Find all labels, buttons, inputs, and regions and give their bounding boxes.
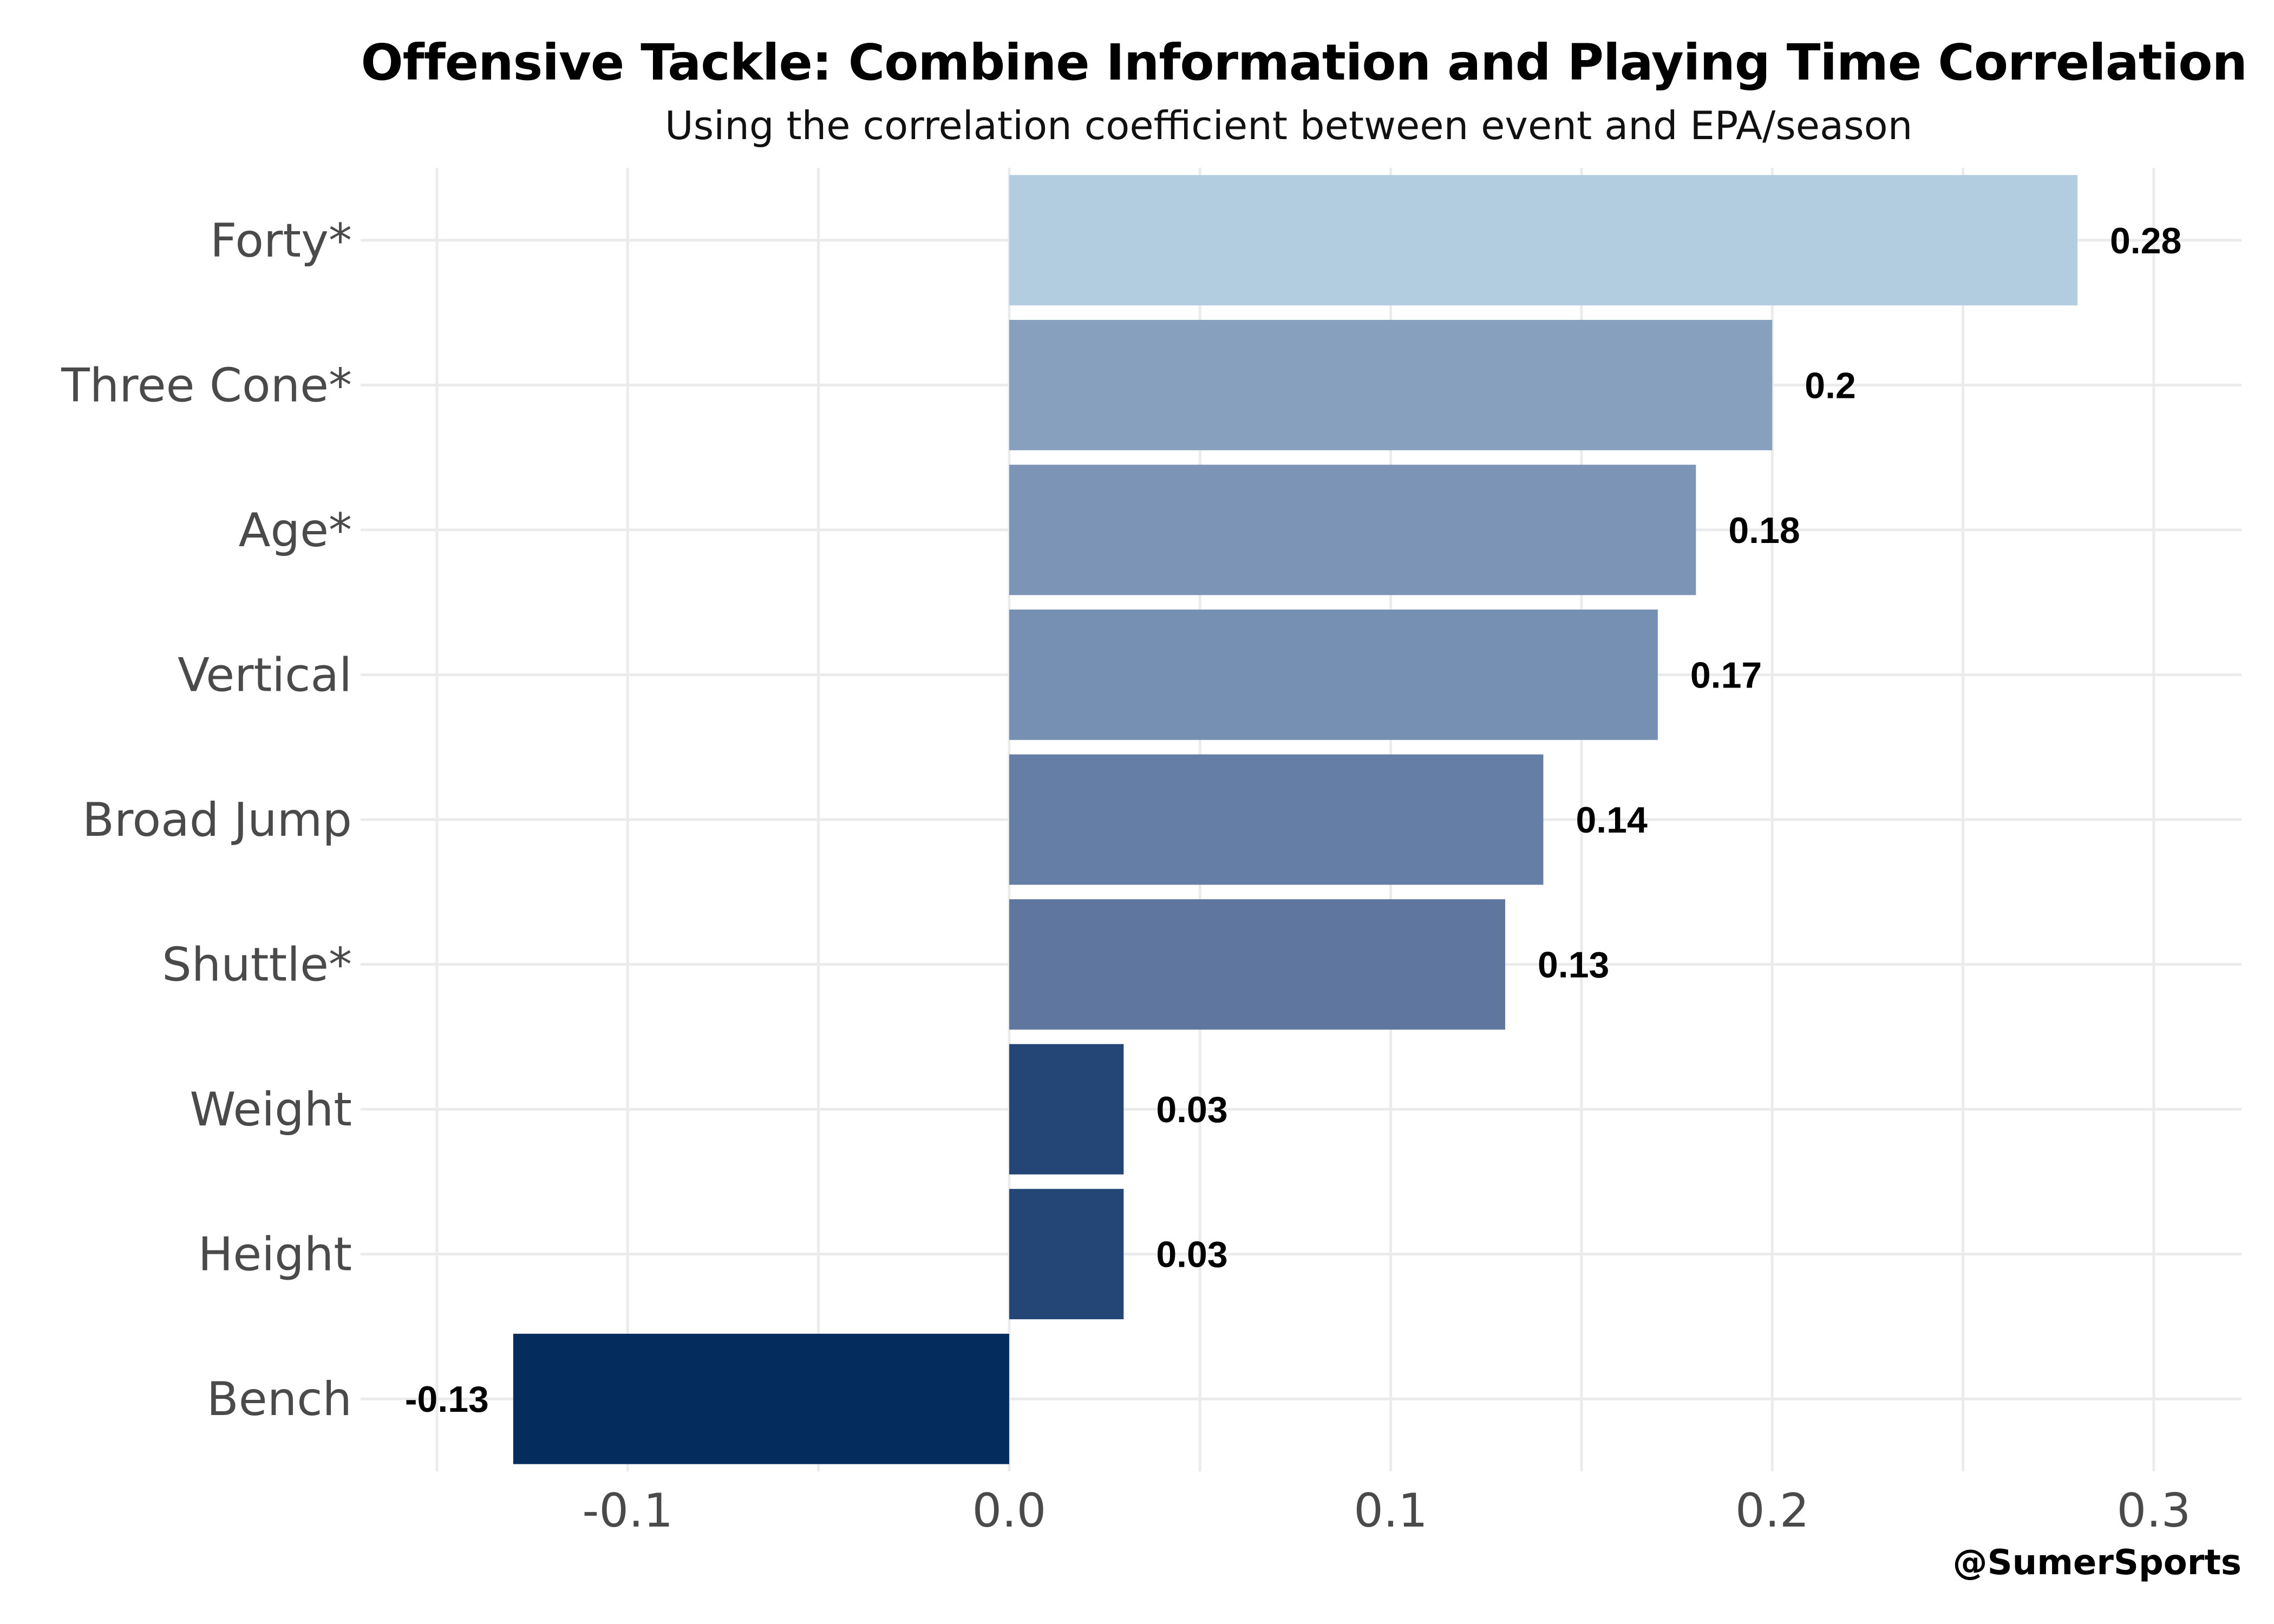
value-label: -0.13 bbox=[405, 1379, 489, 1420]
bar bbox=[1009, 899, 1505, 1030]
value-label: 0.18 bbox=[1728, 510, 1800, 551]
bar bbox=[1009, 754, 1544, 885]
bar bbox=[1009, 1044, 1124, 1175]
category-label: Bench bbox=[207, 1372, 352, 1426]
x-tick-label: 0.2 bbox=[1735, 1484, 1809, 1538]
bar-layer bbox=[513, 175, 2077, 1464]
bar bbox=[1009, 464, 1696, 595]
x-tick-label: 0.0 bbox=[972, 1484, 1047, 1538]
category-label: Shuttle* bbox=[162, 938, 352, 992]
category-label: Vertical bbox=[178, 648, 352, 702]
value-label: 0.17 bbox=[1690, 654, 1762, 696]
chart-title: Offensive Tackle: Combine Information an… bbox=[361, 34, 2247, 91]
category-label: Weight bbox=[190, 1083, 352, 1137]
x-tick-label: 0.1 bbox=[1354, 1484, 1428, 1538]
chart-subtitle: Using the correlation coefficient betwee… bbox=[665, 103, 1913, 148]
bar bbox=[1009, 319, 1773, 450]
bar bbox=[513, 1333, 1009, 1464]
category-label: Broad Jump bbox=[82, 793, 352, 847]
x-tick-label: -0.1 bbox=[582, 1484, 673, 1538]
x-tick-label: 0.3 bbox=[2117, 1484, 2191, 1538]
category-label: Age* bbox=[239, 503, 352, 558]
tick-label-layer: -0.1 0.0 0.1 0.2 0.3 bbox=[582, 1484, 2191, 1538]
category-label-layer: Forty* Three Cone* Age* Vertical Broad Jump S… bbox=[61, 214, 352, 1426]
value-label: 0.03 bbox=[1156, 1089, 1227, 1130]
chart-caption: @SumerSports bbox=[1952, 1543, 2242, 1583]
value-label-layer: 0.28 0.2 0.18 0.17 0.14 0.13 0.03 0.03 -0.13 bbox=[405, 220, 2181, 1420]
bar bbox=[1009, 1189, 1124, 1320]
value-label: 0.2 bbox=[1805, 365, 1856, 406]
bar bbox=[1009, 175, 2077, 306]
category-label: Height bbox=[198, 1228, 352, 1282]
category-label: Three Cone* bbox=[61, 358, 352, 412]
value-label: 0.14 bbox=[1576, 800, 1648, 841]
value-label: 0.28 bbox=[2110, 220, 2181, 261]
value-label: 0.13 bbox=[1538, 945, 1609, 986]
bar bbox=[1009, 610, 1658, 740]
category-label: Forty* bbox=[210, 214, 352, 268]
value-label: 0.03 bbox=[1156, 1234, 1227, 1275]
